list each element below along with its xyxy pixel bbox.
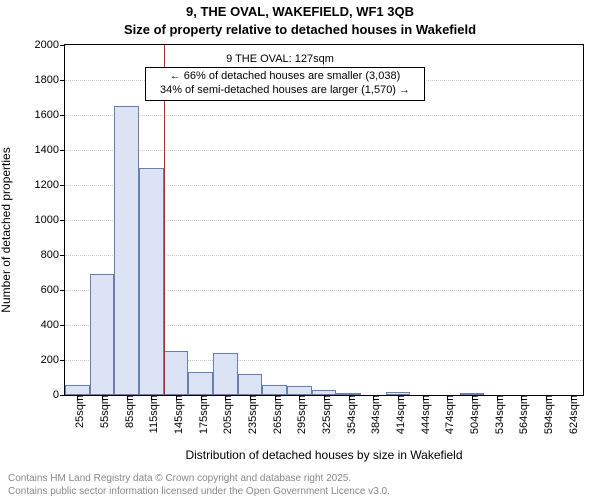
x-tick-label: 414sqm: [389, 395, 407, 434]
x-tick-label: 115sqm: [142, 395, 160, 433]
footer-line1: Contains HM Land Registry data © Crown c…: [8, 473, 390, 486]
chart-title-line1: 9, THE OVAL, WAKEFIELD, WF1 3QB: [0, 4, 600, 19]
x-tick-label: 295sqm: [290, 395, 308, 434]
histogram-bar: [262, 385, 287, 396]
x-tick-label: 354sqm: [340, 395, 358, 434]
chart-title-line2: Size of property relative to detached ho…: [0, 22, 600, 37]
histogram-bar: [90, 274, 115, 395]
histogram-bar: [114, 106, 139, 395]
histogram-bar: [164, 351, 189, 395]
x-tick-label: 594sqm: [537, 395, 555, 434]
y-tick-label: 800: [41, 249, 65, 261]
x-tick-label: 25sqm: [68, 395, 86, 428]
x-tick-label: 474sqm: [438, 395, 456, 434]
histogram-bar: [238, 374, 263, 395]
x-tick-label: 504sqm: [463, 395, 481, 434]
x-tick-label: 205sqm: [216, 395, 234, 434]
y-tick-label: 1200: [35, 179, 65, 191]
x-tick-label: 534sqm: [488, 395, 506, 434]
plot-area: 020040060080010001200140016001800200025s…: [64, 44, 584, 396]
x-tick-label: 444sqm: [414, 395, 432, 434]
annotation-box: ← 66% of detached houses are smaller (3,…: [145, 67, 425, 101]
y-tick-label: 1000: [35, 214, 65, 226]
x-axis-label: Distribution of detached houses by size …: [64, 448, 584, 462]
x-tick-label: 145sqm: [167, 395, 185, 434]
footer-line2: Contains public sector information licen…: [8, 486, 390, 499]
y-axis-label-text: Number of detached properties: [0, 147, 13, 312]
x-tick-label: 175sqm: [192, 395, 210, 434]
histogram-bar: [65, 385, 90, 396]
x-tick-label: 624sqm: [562, 395, 580, 434]
y-tick-label: 0: [53, 389, 65, 401]
x-tick-label: 55sqm: [93, 395, 111, 428]
y-tick-label: 1400: [35, 144, 65, 156]
annotation-line2: 34% of semi-detached houses are larger (…: [150, 84, 420, 98]
y-tick-label: 600: [41, 284, 65, 296]
annotation-title: 9 THE OVAL: 127sqm: [145, 53, 415, 65]
y-tick-label: 200: [41, 354, 65, 366]
gridline-h: [65, 150, 583, 151]
x-axis-label-wrap: Distribution of detached houses by size …: [64, 448, 584, 462]
footer-attribution: Contains HM Land Registry data © Crown c…: [8, 473, 390, 498]
histogram-bar: [213, 353, 238, 395]
histogram-bar: [139, 168, 164, 396]
figure-container: 9, THE OVAL, WAKEFIELD, WF1 3QB Size of …: [0, 0, 600, 500]
x-tick-label: 564sqm: [512, 395, 530, 434]
x-tick-label: 384sqm: [364, 395, 382, 434]
x-tick-label: 325sqm: [315, 395, 333, 434]
y-tick-label: 400: [41, 319, 65, 331]
y-tick-label: 2000: [35, 39, 65, 51]
x-tick-label: 85sqm: [118, 395, 136, 428]
x-tick-label: 265sqm: [266, 395, 284, 434]
histogram-bar: [188, 372, 213, 395]
gridline-h: [65, 115, 583, 116]
x-tick-label: 235sqm: [241, 395, 259, 434]
annotation-line1: ← 66% of detached houses are smaller (3,…: [150, 70, 420, 84]
y-tick-label: 1600: [35, 109, 65, 121]
plot-area-outer: 020040060080010001200140016001800200025s…: [64, 44, 584, 396]
y-axis-label: Number of detached properties: [0, 65, 13, 230]
histogram-bar: [287, 386, 312, 395]
y-tick-label: 1800: [35, 74, 65, 86]
